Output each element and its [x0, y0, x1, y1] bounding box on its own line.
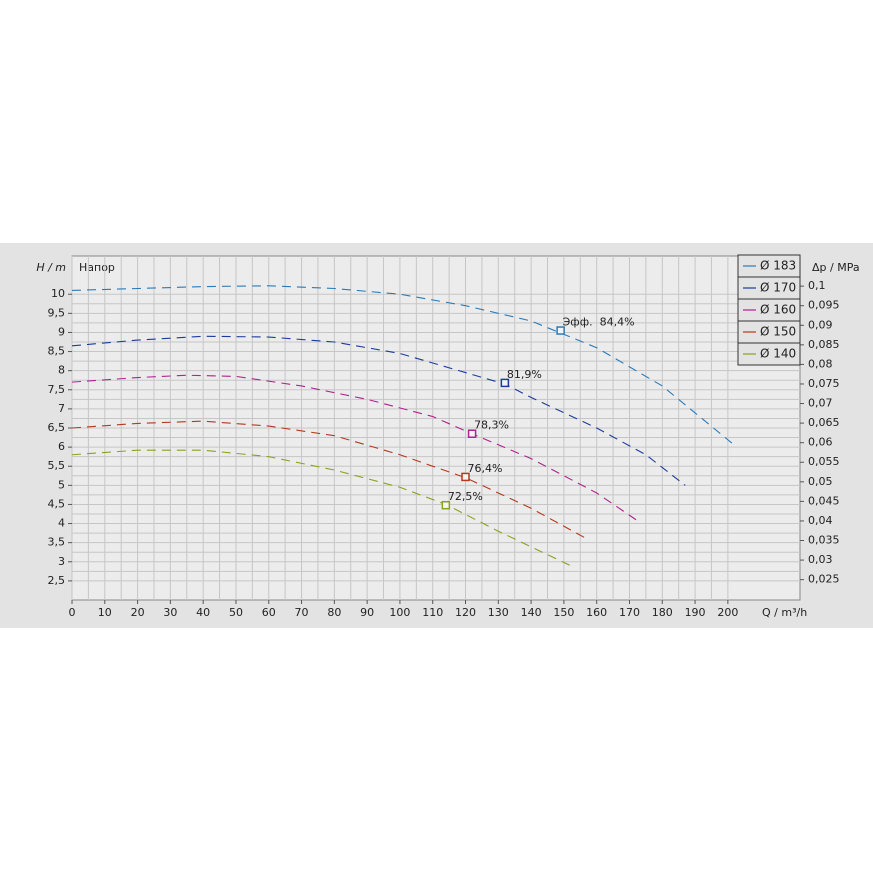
efficiency-label: 72,5% — [448, 490, 483, 503]
x-tick-label: 90 — [360, 606, 374, 619]
x-tick-label: 160 — [586, 606, 607, 619]
y2-tick-label: 0,085 — [808, 338, 840, 351]
y-tick-label: 10 — [51, 287, 65, 300]
y-tick-label: 5,5 — [48, 459, 66, 472]
y-tick-label: 6 — [58, 440, 65, 453]
y2-tick-label: 0,095 — [808, 299, 840, 312]
x-tick-label: 20 — [131, 606, 145, 619]
y2-tick-label: 0,05 — [808, 475, 833, 488]
x-tick-label: 10 — [98, 606, 112, 619]
curve — [71, 335, 686, 486]
legend-label: Ø 160 — [760, 303, 796, 317]
y2-tick-label: 0,075 — [808, 377, 840, 390]
x-tick-label: 70 — [295, 606, 309, 619]
x-tick-label: 60 — [262, 606, 276, 619]
x-tick-label: 130 — [488, 606, 509, 619]
x-tick-label: 80 — [327, 606, 341, 619]
x-tick-label: 110 — [422, 606, 443, 619]
y2-tick-label: 0,1 — [808, 279, 826, 292]
x-tick-label: 140 — [521, 606, 542, 619]
x-tick-label: 40 — [196, 606, 210, 619]
efficiency-point — [461, 472, 470, 482]
legend-label: Ø 170 — [760, 281, 796, 295]
y-tick-label: 7,5 — [48, 383, 66, 396]
legend-label: Ø 150 — [760, 325, 796, 339]
x-tick-label: 170 — [619, 606, 640, 619]
x-tick-label: 150 — [553, 606, 574, 619]
y2-tick-label: 0,08 — [808, 357, 833, 370]
efficiency-label: Эфф. 84,4% — [563, 316, 635, 329]
efficiency-label: 78,3% — [474, 419, 509, 432]
legend-label: Ø 183 — [760, 259, 796, 273]
curve — [71, 420, 588, 540]
x-tick-label: 50 — [229, 606, 243, 619]
chart-title: Напор — [79, 261, 115, 274]
y-tick-label: 9,5 — [48, 306, 66, 319]
y2-tick-label: 0,055 — [808, 455, 840, 468]
curve — [71, 449, 571, 567]
y2-tick-label: 0,07 — [808, 397, 833, 410]
x-tick-label: 100 — [389, 606, 410, 619]
y-tick-label: 2,5 — [48, 574, 66, 587]
y2-tick-label: 0,035 — [808, 534, 840, 547]
y-tick-label: 3 — [58, 555, 65, 568]
y2-tick-label: 0,04 — [808, 514, 833, 527]
y2-tick-label: 0,045 — [808, 494, 840, 507]
y-tick-label: 9 — [58, 325, 65, 338]
x-tick-label: 120 — [455, 606, 476, 619]
x-tick-label: 180 — [652, 606, 673, 619]
x-tick-label: 200 — [717, 606, 738, 619]
efficiency-label: 81,9% — [507, 368, 542, 381]
efficiency-point — [500, 378, 510, 388]
curve — [71, 285, 735, 446]
y2-tick-label: 0,09 — [808, 318, 833, 331]
legend-label: Ø 140 — [760, 347, 796, 361]
y2-tick-label: 0,06 — [808, 436, 833, 449]
y2-tick-label: 0,03 — [808, 553, 833, 566]
x-tick-label: 0 — [69, 606, 76, 619]
efficiency-point — [556, 326, 565, 335]
x-tick-label: 190 — [685, 606, 706, 619]
y-tick-label: 4 — [58, 517, 65, 530]
y-tick-label: 8,5 — [48, 345, 66, 358]
y2-tick-label: 0,025 — [808, 573, 840, 586]
y2-axis-label: Δp / MPa — [812, 261, 860, 274]
efficiency-point — [441, 500, 451, 510]
y-tick-label: 4,5 — [48, 497, 66, 510]
curve — [71, 374, 637, 521]
x-axis-label: Q / m³/h — [762, 606, 807, 619]
x-tick-label: 30 — [163, 606, 177, 619]
efficiency-label: 76,4% — [468, 462, 503, 475]
y-tick-label: 6,5 — [48, 421, 66, 434]
y-tick-label: 5 — [58, 478, 65, 491]
y-tick-label: 3,5 — [48, 536, 66, 549]
y-tick-label: 7 — [58, 402, 65, 415]
y-tick-label: 8 — [58, 364, 65, 377]
efficiency-point — [467, 429, 477, 438]
y-axis-label: H / m — [36, 261, 66, 274]
y2-tick-label: 0,065 — [808, 416, 840, 429]
